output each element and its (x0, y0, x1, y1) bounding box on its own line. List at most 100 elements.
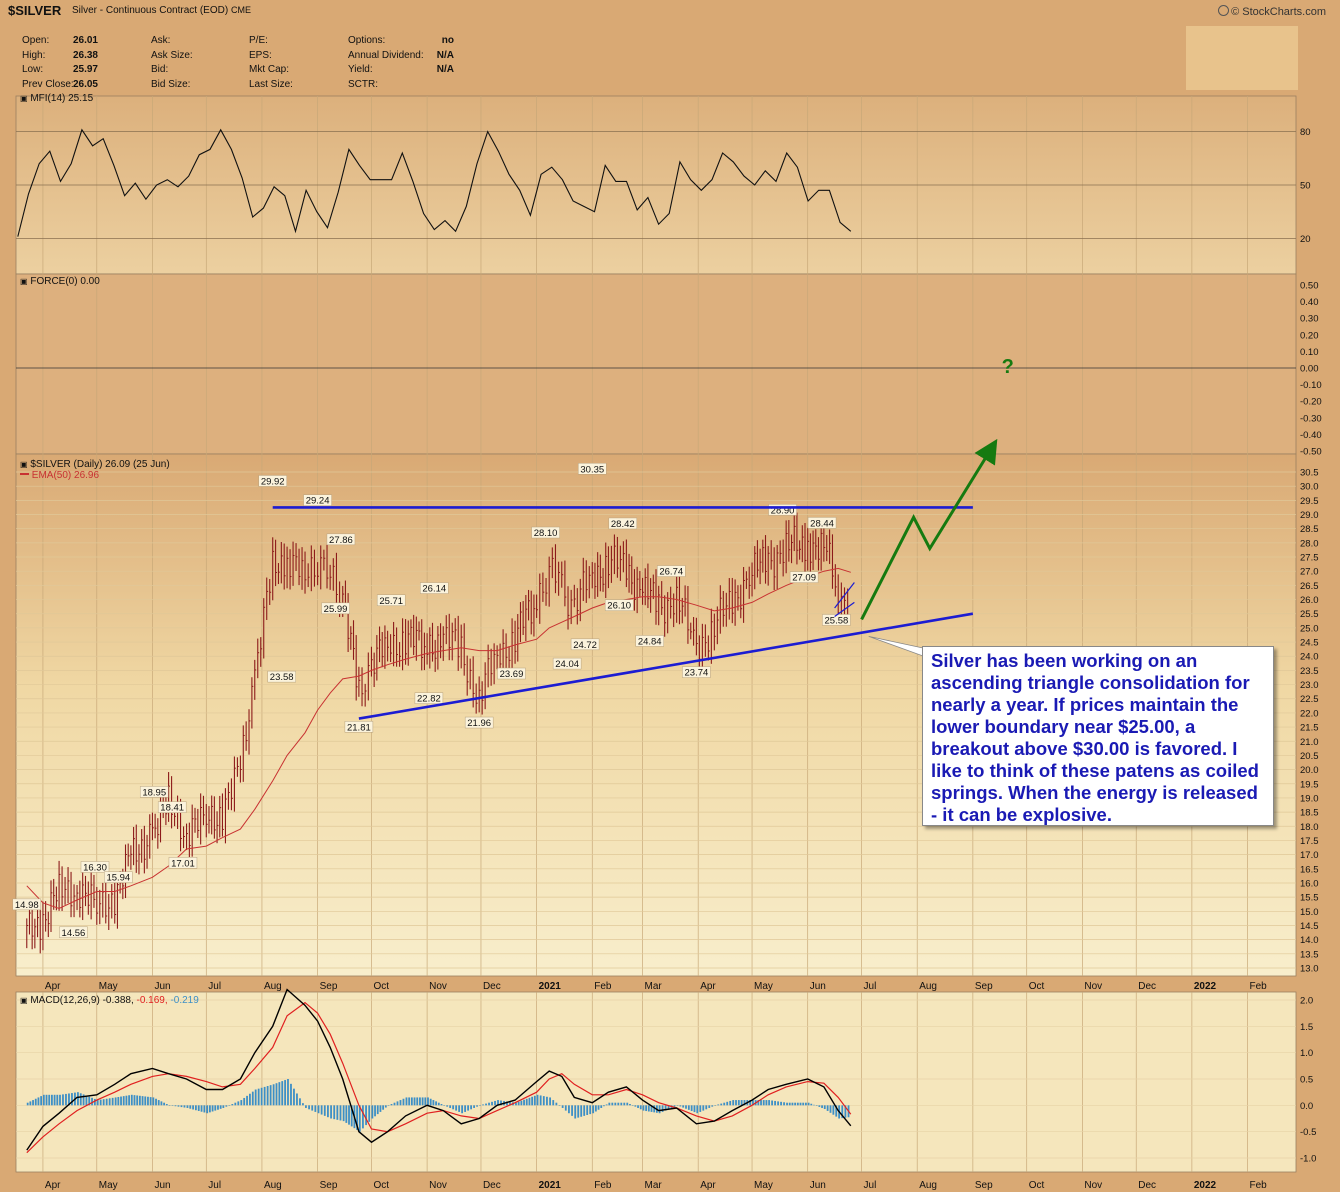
macd-histogram-bar (180, 1105, 183, 1108)
macd-histogram-bar (102, 1099, 105, 1106)
x-tick-label: 2021 (539, 981, 562, 992)
collapse-icon[interactable]: ▣ (20, 996, 28, 1005)
macd-histogram-bar (308, 1105, 310, 1110)
x-tick-label: May (99, 981, 118, 992)
x-tick-label: 2021 (539, 1180, 562, 1191)
macd-histogram-bar (302, 1103, 304, 1106)
macd-histogram-bar (339, 1105, 342, 1121)
macd-histogram-bar (37, 1097, 40, 1106)
macd-histogram-bar (138, 1095, 141, 1106)
macd-histogram-bar (525, 1098, 528, 1106)
macd-histogram-bar (580, 1105, 583, 1117)
macd-histogram-bar (356, 1105, 358, 1130)
macd-histogram-bar (720, 1103, 723, 1106)
price-data-label-box (12, 898, 42, 911)
force-axis-tick-label: -0.20 (1300, 397, 1322, 408)
annotation-text: Silver has been working on an ascending … (931, 650, 1259, 825)
price-data-label: 26.74 (659, 567, 683, 578)
collapse-icon[interactable]: ▣ (20, 460, 28, 469)
price-axis-tick-label: 17.0 (1300, 850, 1319, 861)
macd-histogram-bar (114, 1097, 117, 1106)
macd-histogram-bar (157, 1100, 160, 1106)
macd-histogram-bar (237, 1101, 240, 1106)
macd-histogram-bar (482, 1104, 484, 1106)
macd-histogram-bar (835, 1105, 838, 1117)
macd-histogram-bar (467, 1105, 470, 1111)
macd-histogram-bar (687, 1105, 690, 1110)
price-data-label: 25.58 (825, 615, 849, 626)
macd-histogram-bar (416, 1097, 419, 1106)
macd-histogram-bar (506, 1101, 508, 1106)
price-data-label: 28.10 (534, 528, 558, 539)
price-data-label: 23.74 (685, 668, 709, 679)
macd-histogram-bar (317, 1105, 320, 1114)
x-tick-label: Mar (645, 1180, 663, 1191)
price-data-label: 29.24 (306, 496, 330, 507)
macd-histogram-bar (200, 1105, 203, 1112)
price-data-label-box (420, 582, 449, 594)
macd-histogram-bar (568, 1105, 570, 1114)
macd-histogram-bar (189, 1105, 192, 1109)
price-data-label-box (326, 533, 356, 546)
macd-histogram-bar (528, 1097, 531, 1106)
macd-histogram-bar (705, 1105, 708, 1110)
macd-histogram-bar (275, 1083, 278, 1106)
macd-histogram-bar (327, 1105, 329, 1118)
macd-histogram-bar (358, 1105, 361, 1132)
collapse-icon[interactable]: ▣ (20, 94, 28, 103)
macd-histogram-bar (149, 1097, 152, 1106)
x-tick-label: Feb (594, 981, 612, 992)
macd-histogram-bar (136, 1095, 139, 1106)
x-tick-label: Nov (429, 981, 447, 992)
quote-label: Options: (348, 35, 386, 46)
macd-histogram-bar (774, 1100, 776, 1106)
macd-histogram-bar (786, 1102, 788, 1106)
macd-histogram-bar (603, 1105, 605, 1107)
macd-histogram-bar (440, 1104, 443, 1106)
x-tick-label: Mar (645, 981, 663, 992)
price-data-label: 14.56 (62, 928, 86, 939)
force-axis-tick-label: -0.40 (1300, 430, 1322, 441)
quote-label: P/E: (249, 35, 268, 46)
macd-histogram-bar (702, 1105, 705, 1111)
x-tick-label: Nov (1084, 1180, 1102, 1191)
force-axis-tick-label: -0.10 (1300, 380, 1322, 391)
macd-histogram-bar (626, 1102, 629, 1106)
macd-histogram-bar (574, 1105, 577, 1119)
macd-histogram-bar (251, 1091, 254, 1106)
x-tick-label: Jun (810, 1180, 826, 1191)
macd-histogram-bar (429, 1098, 432, 1106)
macd-histogram-bar (165, 1104, 168, 1106)
x-tick-label: Oct (373, 1180, 389, 1191)
price-data-label: 26.14 (422, 584, 446, 595)
macd-histogram-bar (128, 1095, 131, 1106)
macd-histogram-bar (637, 1105, 639, 1108)
x-tick-label: Nov (1084, 981, 1102, 992)
price-axis-tick-label: 14.0 (1300, 935, 1319, 946)
macd-histogram-bar (708, 1105, 711, 1108)
macd-histogram-bar (330, 1105, 332, 1119)
price-data-label: 22.82 (417, 694, 441, 705)
macd-histogram-bar (147, 1096, 149, 1106)
price-axis-tick-label: 29.0 (1300, 510, 1319, 521)
price-data-label-box (578, 463, 607, 475)
x-tick-label: Aug (264, 981, 282, 992)
price-axis-tick-label: 18.5 (1300, 808, 1319, 819)
collapse-icon[interactable]: ▣ (20, 277, 28, 286)
macd-axis-tick-label: 0.5 (1300, 1075, 1313, 1086)
macd-histogram-bar (323, 1105, 326, 1116)
quote-label: High: (22, 50, 46, 61)
price-data-label-box (531, 526, 560, 539)
macd-histogram-bar (464, 1105, 467, 1112)
macd-histogram-bar (371, 1105, 374, 1119)
price-axis-tick-label: 23.0 (1300, 680, 1319, 691)
macd-histogram-bar (305, 1105, 307, 1108)
macd-histogram-bar (336, 1105, 339, 1120)
macd-histogram-bar (732, 1100, 735, 1106)
quote-value: 25.97 (72, 64, 98, 75)
macd-histogram-bar (723, 1102, 726, 1106)
x-tick-label: Dec (1138, 981, 1156, 992)
price-axis-tick-label: 27.5 (1300, 553, 1319, 564)
macd-histogram-bar (653, 1105, 656, 1113)
